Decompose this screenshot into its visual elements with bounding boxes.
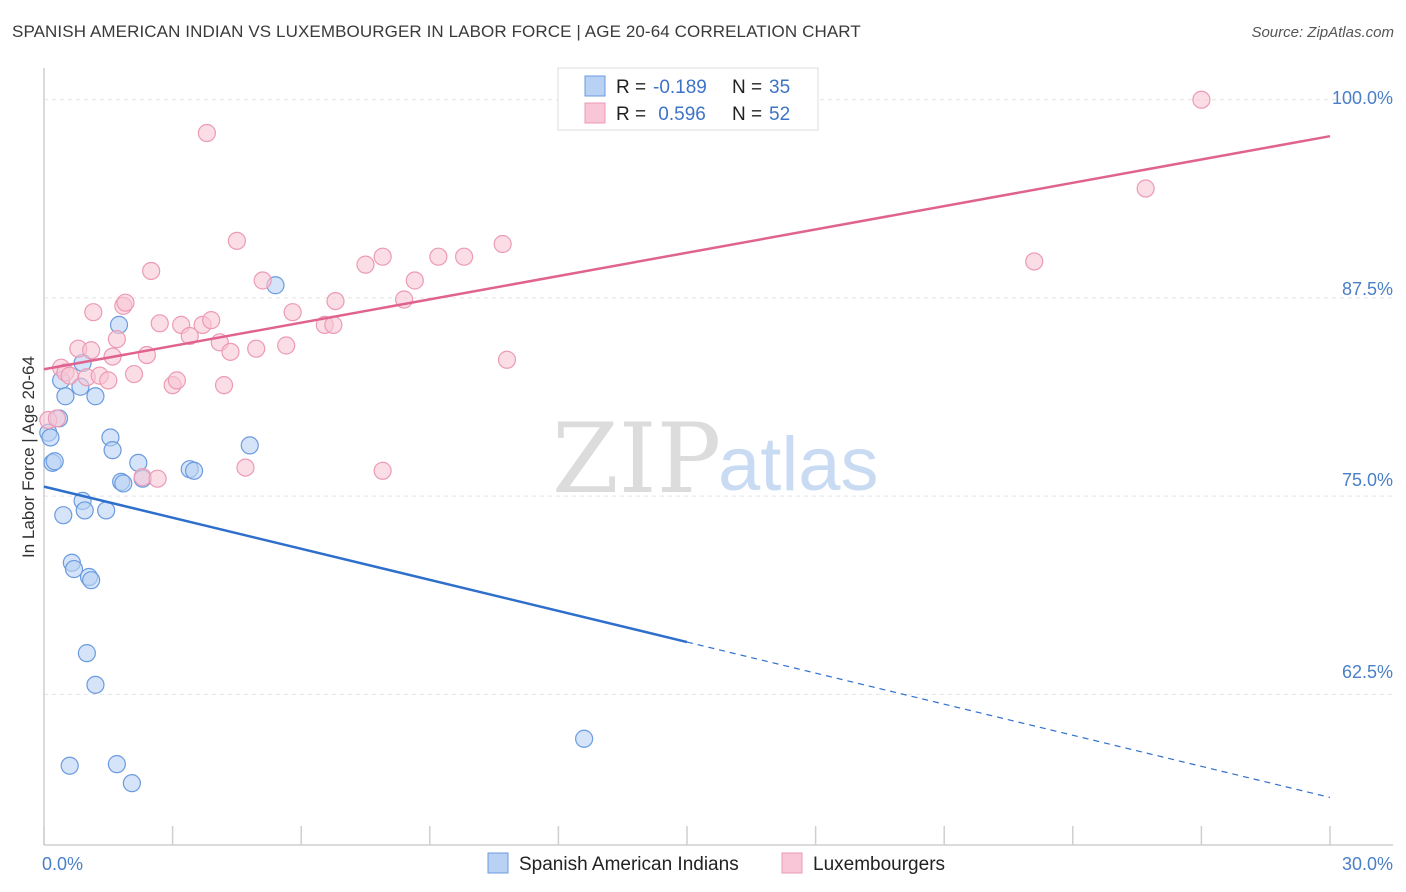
blue-point-22 — [103, 441, 122, 460]
pink-point-36 — [283, 303, 302, 322]
y-tick-label-87-5: 87.5% — [1342, 279, 1393, 299]
pink-point-19 — [148, 469, 167, 488]
pink-point-34 — [253, 271, 272, 290]
watermark: ZIP atlas — [552, 403, 879, 515]
pink-point-44 — [405, 271, 424, 290]
pink-point-48 — [497, 350, 517, 369]
legend-n-label-blue: N = — [732, 77, 762, 98]
pink-point-1 — [47, 409, 66, 428]
pink-point-15 — [124, 364, 144, 384]
pink-trend-line — [43, 134, 1331, 371]
pink-point-24 — [180, 326, 199, 346]
blue-trend-line — [43, 485, 688, 644]
blue-point-15 — [77, 644, 96, 663]
series-luxembourgers — [39, 90, 1211, 488]
pink-point-4 — [60, 366, 79, 385]
source-credit: Source: ZipAtlas.com — [1251, 24, 1394, 41]
pink-point-35 — [277, 336, 296, 355]
pink-point-45 — [429, 247, 448, 266]
bottom-legend-swatch-blue — [487, 852, 509, 874]
pink-point-30 — [221, 342, 240, 361]
blue-point-26 — [114, 474, 133, 493]
grid-lines — [44, 99, 1393, 695]
pink-point-12 — [107, 330, 126, 349]
blue-point-7 — [56, 387, 75, 406]
pink-point-14 — [116, 293, 135, 312]
y-axis-label: In Labor Force | Age 20-64 — [19, 356, 38, 558]
blue-point-14 — [75, 501, 94, 520]
chart-title: SPANISH AMERICAN INDIAN VS LUXEMBOURGER … — [12, 22, 861, 41]
pink-point-47 — [493, 234, 512, 254]
y-tick-label-100: 100.0% — [1332, 88, 1393, 108]
y-tick-label-62-5: 62.5% — [1342, 662, 1393, 682]
blue-point-27 — [122, 774, 141, 793]
legend-swatch-blue — [584, 75, 606, 97]
pink-point-26 — [197, 123, 216, 143]
pink-point-46 — [454, 247, 474, 266]
pink-point-7 — [82, 341, 101, 360]
pink-point-40 — [356, 255, 375, 274]
blue-point-10 — [64, 559, 84, 579]
blue-point-31 — [184, 461, 204, 480]
blue-point-3 — [45, 452, 64, 471]
legend-n-value-pink: 52 — [769, 104, 790, 125]
legend-n-value-blue: 35 — [769, 77, 790, 98]
y-tick-labels: 100.0% 87.5% 75.0% 62.5% — [1332, 88, 1393, 682]
pink-point-20 — [150, 314, 169, 333]
blue-point-8 — [60, 756, 79, 775]
blue-point-18 — [86, 675, 105, 694]
series-spanish-american-indians — [39, 276, 594, 793]
legend-r-value-blue: -0.189 — [653, 77, 707, 98]
pink-point-49 — [1025, 252, 1044, 271]
pink-point-29 — [214, 376, 234, 395]
pink-point-31 — [227, 231, 246, 250]
pink-point-32 — [236, 458, 255, 477]
x-tick-label-min: 0.0% — [42, 854, 83, 874]
blue-point-20 — [97, 501, 116, 520]
watermark-zip: ZIP — [552, 403, 721, 515]
x-tick-label-max: 30.0% — [1342, 854, 1393, 874]
y-tick-label-75: 75.0% — [1342, 470, 1393, 490]
trend-lines — [43, 134, 1331, 799]
pink-point-51 — [1192, 90, 1211, 109]
blue-point-17 — [82, 571, 101, 590]
blue-point-6 — [54, 506, 73, 525]
pink-point-39 — [326, 292, 345, 311]
pink-point-8 — [84, 303, 103, 322]
legend-r-label-blue: R = — [616, 77, 646, 98]
legend-swatch-pink — [584, 102, 606, 124]
pink-point-16 — [133, 468, 152, 487]
bottom-legend-label-blue: Spanish American Indians — [519, 854, 739, 875]
blue-trend-line-extension — [686, 641, 1331, 799]
pink-point-50 — [1136, 179, 1155, 198]
pink-point-27 — [202, 311, 221, 330]
pink-point-22 — [167, 371, 186, 390]
bottom-legend-swatch-pink — [781, 852, 803, 874]
pink-point-33 — [247, 339, 266, 358]
watermark-atlas: atlas — [718, 422, 879, 507]
pink-point-42 — [373, 461, 392, 480]
pink-point-10 — [99, 371, 118, 390]
pink-point-41 — [373, 247, 392, 266]
blue-point-1 — [41, 428, 60, 447]
x-axis-ticks — [43, 826, 1331, 845]
bottom-legend: Spanish American Indians Luxembourgers — [487, 852, 945, 875]
blue-point-19 — [86, 387, 105, 406]
legend-r-value-pink: 0.596 — [653, 104, 706, 125]
top-legend: R = -0.189 N = 35 R = 0.596 N = 52 — [557, 67, 819, 131]
bottom-legend-label-pink: Luxembourgers — [813, 854, 945, 875]
legend-n-label-pink: N = — [732, 104, 762, 125]
blue-point-34 — [575, 729, 594, 748]
legend-r-label-pink: R = — [616, 104, 646, 125]
pink-point-18 — [142, 261, 161, 281]
blue-point-23 — [107, 755, 126, 774]
blue-point-32 — [240, 436, 259, 455]
